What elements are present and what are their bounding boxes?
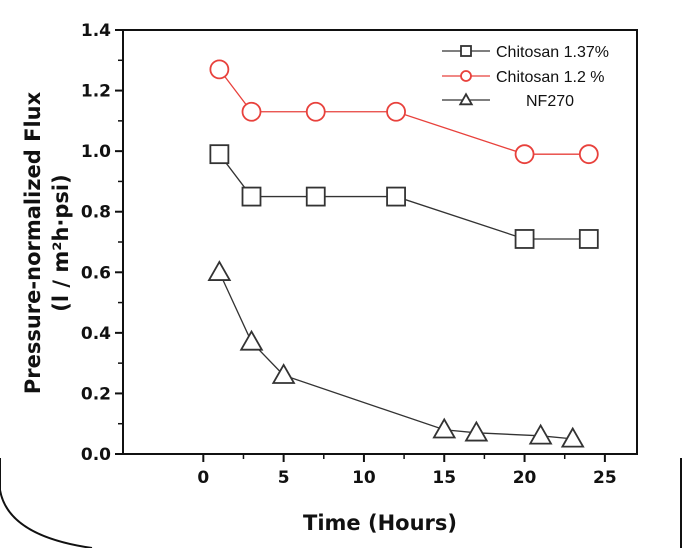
data-point: [241, 186, 262, 207]
legend-label: Chitosan 1.2 %: [496, 69, 605, 86]
data-point: [514, 144, 535, 165]
legend-item: Chitosan 1.37%: [442, 44, 609, 61]
y-axis-units: (l / m²h·psi): [49, 174, 73, 311]
series-line: [218, 272, 573, 440]
y-tick-label: 0.8: [81, 203, 111, 223]
y-axis-ticks: 0.0 0.2 0.4 0.6 0.8 1.0 1.2 1.4: [81, 21, 123, 465]
legend: Chitosan 1.37% Chitosan 1.2 % NF270: [442, 44, 609, 110]
legend-marker: [460, 45, 472, 57]
data-point: [207, 260, 232, 281]
data-point: [578, 229, 599, 249]
x-tick-label: 10: [352, 468, 376, 488]
data-point: [528, 423, 553, 445]
y-tick-label: 0.2: [81, 384, 111, 404]
data-point: [271, 363, 296, 384]
y-axis-title: Pressure-normalized Flux: [21, 91, 45, 394]
y-tick-label: 0.0: [81, 445, 111, 465]
decorative-frame-curve: [0, 458, 93, 548]
data-point: [239, 329, 264, 351]
data-point: [386, 186, 406, 207]
y-tick-label: 1.0: [81, 142, 111, 162]
x-tick-label: 25: [593, 468, 617, 488]
data-point: [464, 420, 489, 442]
series-square: [209, 144, 599, 249]
data-point: [241, 101, 262, 122]
data-point: [386, 101, 406, 122]
y-tick-label: 1.4: [81, 21, 111, 41]
data-point: [432, 417, 457, 439]
legend-item: Chitosan 1.2 %: [442, 69, 605, 86]
x-tick-label: 20: [513, 468, 537, 488]
data-point: [578, 144, 599, 165]
y-tick-label: 0.4: [81, 324, 111, 344]
series-circle: [209, 59, 599, 165]
data-point: [514, 229, 535, 249]
data-point: [305, 186, 326, 207]
legend-label: NF270: [526, 93, 574, 110]
data-point: [305, 101, 326, 122]
legend-label: Chitosan 1.37%: [496, 44, 609, 61]
data-point: [560, 426, 585, 448]
legend-marker: [460, 70, 472, 82]
series-triangle: [207, 260, 585, 448]
y-tick-label: 1.2: [81, 82, 111, 102]
y-tick-label: 0.6: [81, 263, 111, 283]
x-axis-ticks: 0 5 10 15 20 25: [197, 454, 617, 488]
series-layer: [207, 59, 599, 448]
x-axis-title: Time (Hours): [303, 511, 457, 535]
x-tick-label: 0: [197, 468, 209, 488]
data-point: [209, 59, 230, 80]
x-tick-label: 5: [278, 468, 290, 488]
x-tick-label: 15: [432, 468, 456, 488]
y-axis-title-group: Pressure-normalized Flux (l / m²h·psi): [21, 91, 73, 394]
legend-item: NF270: [442, 92, 574, 110]
legend-marker: [458, 92, 474, 106]
data-point: [209, 144, 230, 165]
